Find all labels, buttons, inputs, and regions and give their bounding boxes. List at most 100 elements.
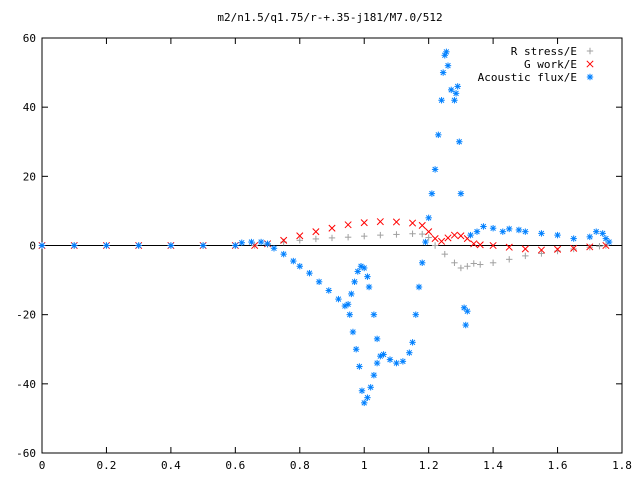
data-point (312, 235, 320, 243)
data-point (406, 349, 413, 356)
data-point (444, 62, 452, 69)
data-point (167, 242, 175, 249)
data-point (248, 238, 255, 246)
data-point (419, 259, 426, 266)
data-point (452, 90, 460, 97)
data-point (425, 228, 433, 236)
data-point (409, 219, 417, 227)
data-point (412, 311, 419, 318)
data-point (444, 234, 452, 242)
data-point (537, 246, 545, 254)
data-point (473, 228, 481, 235)
data-point (470, 240, 478, 248)
data-point (257, 238, 265, 246)
data-point (470, 260, 477, 267)
data-point (438, 237, 446, 245)
y-tick-label: -60 (16, 447, 36, 460)
data-point (380, 351, 387, 358)
data-point (462, 321, 469, 329)
data-point (392, 218, 400, 226)
legend-label: G work/E (524, 58, 577, 71)
data-point (38, 242, 46, 249)
data-point (349, 328, 357, 336)
y-tick-label: -20 (16, 309, 36, 322)
data-point (506, 256, 513, 263)
data-point (499, 228, 506, 235)
data-point (361, 264, 368, 272)
data-point (232, 242, 239, 249)
data-point (280, 250, 287, 258)
data-point (451, 97, 458, 104)
x-tick-label: 0 (39, 459, 46, 472)
data-point (348, 290, 355, 298)
data-point (431, 235, 439, 243)
data-point (296, 232, 304, 240)
chart-title: m2/n1.5/q1.75/r-+.35-j181/M7.0/512 (217, 11, 442, 24)
legend-label: Acoustic flux/E (478, 71, 577, 84)
data-point (441, 250, 448, 258)
data-point (505, 243, 513, 251)
data-point (71, 242, 78, 249)
legend-label: R stress/E (511, 45, 577, 58)
data-point (290, 257, 297, 265)
data-point (296, 263, 303, 270)
data-point (467, 231, 474, 239)
data-point (373, 335, 381, 343)
data-point (460, 304, 468, 311)
data-point (409, 339, 416, 346)
series-2 (38, 48, 613, 407)
x-tick-label: 1.4 (483, 459, 503, 472)
data-point (418, 221, 426, 229)
data-point (415, 283, 423, 291)
data-point (361, 232, 368, 240)
data-point (354, 268, 361, 275)
data-point (457, 264, 465, 272)
data-point (103, 242, 110, 249)
data-point (419, 230, 426, 238)
data-point (377, 231, 384, 239)
data-point (443, 48, 450, 56)
data-point (367, 384, 374, 391)
data-point (450, 231, 458, 239)
data-point (489, 241, 497, 250)
x-tick-label: 0.4 (161, 459, 181, 472)
data-point (428, 190, 436, 197)
x-tick-label: 0.2 (97, 459, 117, 472)
data-point (506, 225, 513, 233)
data-point (431, 242, 439, 249)
data-point (270, 245, 278, 252)
data-point (477, 261, 484, 268)
data-point (358, 387, 366, 394)
data-point (370, 311, 378, 318)
data-point (596, 242, 603, 250)
data-point (356, 363, 363, 370)
legend-marker (586, 60, 594, 68)
data-point (454, 83, 461, 90)
data-point (393, 231, 400, 238)
data-point (425, 234, 432, 241)
x-tick-label: 1 (361, 459, 368, 472)
data-point (464, 263, 471, 270)
data-point (199, 242, 207, 249)
series-1 (38, 218, 610, 254)
data-point (409, 230, 416, 237)
data-point (554, 231, 561, 239)
data-point (296, 237, 303, 244)
data-point (522, 252, 529, 260)
data-point (435, 131, 442, 139)
data-point (515, 226, 523, 234)
data-point (386, 356, 394, 363)
data-point (364, 273, 371, 280)
data-point (586, 243, 594, 251)
data-point (439, 69, 447, 76)
x-tick-label: 1.6 (548, 459, 568, 472)
data-point (365, 283, 373, 291)
data-point (325, 287, 332, 294)
data-point (361, 399, 368, 407)
x-tick-label: 0.6 (225, 459, 245, 472)
data-point (312, 228, 320, 236)
data-point (431, 166, 439, 173)
data-point (280, 236, 288, 244)
data-point (399, 358, 407, 365)
legend-marker (586, 73, 594, 81)
